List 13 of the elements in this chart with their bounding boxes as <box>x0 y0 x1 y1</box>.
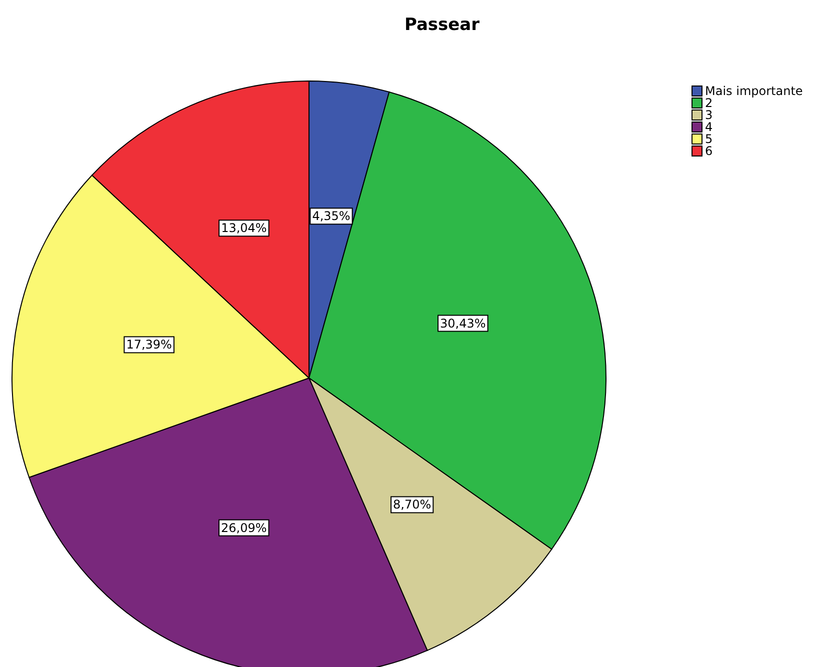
data-label: 8,70% <box>393 498 432 512</box>
data-label: 17,39% <box>126 338 172 352</box>
legend-label: 5 <box>705 132 713 146</box>
legend-label: 6 <box>705 144 713 158</box>
legend-label: 2 <box>705 96 713 110</box>
legend-label: 3 <box>705 108 713 122</box>
legend-label: Mais importante <box>705 84 803 98</box>
legend-label: 4 <box>705 120 713 134</box>
chart-title: Passear <box>404 15 480 35</box>
data-label: 30,43% <box>440 316 486 330</box>
data-label: 13,04% <box>221 221 267 236</box>
data-label: 26,09% <box>221 520 267 535</box>
data-label: 4,35% <box>312 209 350 224</box>
